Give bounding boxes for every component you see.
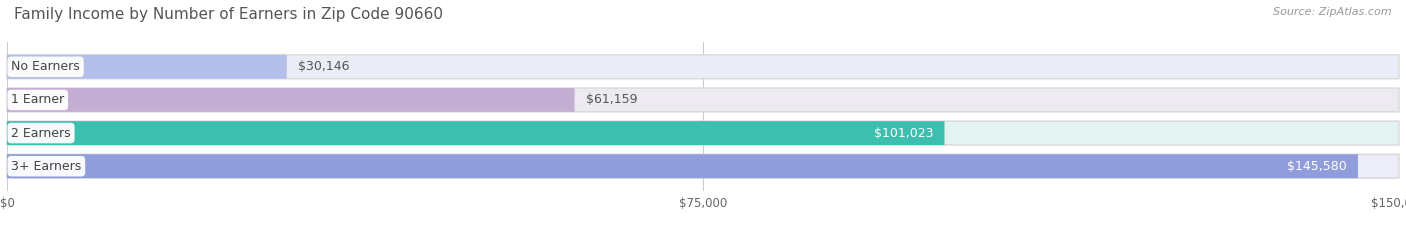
Text: No Earners: No Earners: [11, 60, 80, 73]
FancyBboxPatch shape: [7, 55, 287, 79]
Text: $101,023: $101,023: [875, 127, 934, 140]
Text: Source: ZipAtlas.com: Source: ZipAtlas.com: [1274, 7, 1392, 17]
Text: 2 Earners: 2 Earners: [11, 127, 70, 140]
Text: $30,146: $30,146: [298, 60, 350, 73]
FancyBboxPatch shape: [7, 154, 1358, 178]
Text: 3+ Earners: 3+ Earners: [11, 160, 82, 173]
Text: Family Income by Number of Earners in Zip Code 90660: Family Income by Number of Earners in Zi…: [14, 7, 443, 22]
FancyBboxPatch shape: [7, 121, 1399, 145]
Text: 1 Earner: 1 Earner: [11, 93, 65, 106]
FancyBboxPatch shape: [7, 154, 1399, 178]
Text: $145,580: $145,580: [1286, 160, 1347, 173]
FancyBboxPatch shape: [7, 55, 1399, 79]
Text: $61,159: $61,159: [586, 93, 637, 106]
FancyBboxPatch shape: [7, 121, 945, 145]
FancyBboxPatch shape: [7, 88, 575, 112]
FancyBboxPatch shape: [7, 88, 1399, 112]
